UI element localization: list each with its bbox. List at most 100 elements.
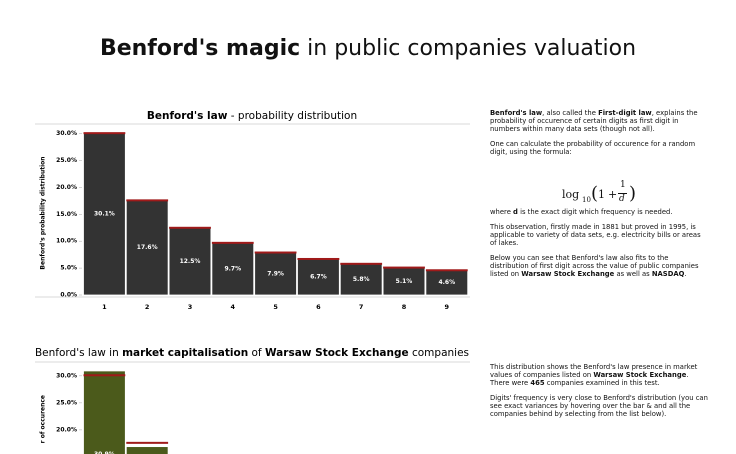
value-label: 9.7% bbox=[224, 265, 241, 272]
y-tick-label: 25.0% bbox=[56, 399, 77, 406]
x-tick-label: 2 bbox=[145, 303, 150, 311]
reference-mark bbox=[297, 257, 340, 260]
reference-mark bbox=[254, 251, 297, 254]
text-run: This observation, firstly made in 1881 b… bbox=[490, 223, 703, 247]
text-panel: This distribution shows the Benford's la… bbox=[490, 363, 708, 425]
reference-mark bbox=[83, 132, 126, 135]
y-tick-label: 20.0% bbox=[56, 184, 77, 191]
text-run: , explains the probability of occurence … bbox=[490, 109, 700, 133]
text-run: First-digit law bbox=[598, 109, 652, 117]
value-label: 5.8% bbox=[353, 276, 370, 283]
text-run: Below you can see that Benford's law als… bbox=[490, 254, 701, 278]
reference-mark bbox=[211, 241, 254, 244]
text-run: Benford's law bbox=[490, 109, 543, 117]
title-part: of bbox=[248, 347, 265, 359]
formula-plus: + bbox=[608, 188, 618, 201]
bar bbox=[382, 267, 426, 296]
value-label: 4.6% bbox=[438, 279, 455, 286]
text-panel: Benford's law, also called the First-dig… bbox=[490, 109, 708, 285]
y-tick-label: 15.0% bbox=[56, 211, 77, 218]
bar bbox=[168, 227, 212, 296]
y-tick-label: 20.0% bbox=[56, 426, 77, 433]
formula-paren: ( bbox=[591, 183, 599, 204]
paragraph: Below you can see that Benford's law als… bbox=[490, 254, 708, 278]
value-label: 7.9% bbox=[267, 270, 284, 277]
x-tick-label: 5 bbox=[273, 303, 278, 311]
formula-paren: ) bbox=[629, 183, 637, 204]
value-label: 6.7% bbox=[310, 273, 327, 280]
value-label: 30.1% bbox=[94, 211, 115, 218]
text-run: , also called the bbox=[542, 109, 599, 117]
y-tick-label: 10.0% bbox=[56, 238, 77, 245]
title-part: Benford's law in bbox=[35, 347, 122, 359]
page-title: Benford's magic in public companies valu… bbox=[0, 36, 736, 61]
y-tick-label: 25.0% bbox=[56, 157, 77, 164]
text-run: Digits' frequency is very close to Benfo… bbox=[490, 394, 711, 418]
formula-den: d bbox=[619, 194, 625, 204]
x-tick-label: 4 bbox=[231, 303, 236, 311]
y-axis-label: r of occurence bbox=[40, 395, 47, 443]
title-part: Warsaw Stock Exchange bbox=[265, 347, 409, 359]
text-run: d bbox=[513, 208, 518, 216]
text-run: Warsaw Stock Exchange bbox=[593, 371, 687, 379]
x-tick-label: 8 bbox=[402, 303, 407, 311]
x-tick-label: 3 bbox=[188, 303, 193, 311]
y-tick-label: 30.0% bbox=[56, 130, 77, 137]
reference-mark bbox=[126, 441, 169, 444]
x-tick-label: 6 bbox=[316, 303, 321, 311]
text-run: This distribution shows the Benford's la… bbox=[490, 363, 700, 379]
formula-one: 1 bbox=[598, 188, 605, 201]
paragraph: This observation, firstly made in 1881 b… bbox=[490, 223, 708, 247]
paragraph: This distribution shows the Benford's la… bbox=[490, 363, 708, 387]
text-run: where bbox=[490, 208, 514, 216]
y-tick-label: 5.0% bbox=[60, 265, 77, 272]
text-run: . There were bbox=[490, 371, 691, 387]
reference-mark bbox=[425, 269, 468, 272]
text-run: 465 bbox=[530, 379, 545, 387]
bar bbox=[254, 252, 297, 296]
title-part: companies bbox=[409, 347, 469, 359]
x-tick-label: 1 bbox=[102, 303, 107, 311]
reference-mark bbox=[169, 226, 211, 229]
text-run: NASDAQ bbox=[651, 270, 685, 278]
bar bbox=[211, 242, 255, 296]
x-tick-label: 9 bbox=[445, 303, 450, 311]
paragraph: One can calculate the probability of occ… bbox=[490, 140, 708, 156]
value-label: 5.1% bbox=[396, 278, 413, 285]
formula-fn: log bbox=[562, 188, 580, 201]
title-part: in public companies valuation bbox=[300, 36, 637, 61]
value-label: 30.9% bbox=[94, 451, 115, 454]
text-run: is the exact digit which frequency is ne… bbox=[517, 208, 673, 216]
paragraph: Benford's law, also called the First-dig… bbox=[490, 109, 708, 133]
bar bbox=[83, 370, 126, 454]
title-part: - probability distribution bbox=[227, 110, 357, 122]
y-tick-label: 0.0% bbox=[60, 292, 77, 299]
value-label: 17.6% bbox=[137, 244, 158, 251]
value-label: 12.5% bbox=[180, 258, 201, 265]
text-run: as well as bbox=[614, 270, 652, 278]
chart-title: Benford's law in market capitalisation o… bbox=[35, 347, 469, 359]
paragraph: where d is the exact digit which frequen… bbox=[490, 208, 708, 216]
text-run: One can calculate the probability of occ… bbox=[490, 140, 698, 156]
text-run: companies examined in this test. bbox=[544, 379, 660, 387]
bar bbox=[125, 199, 169, 296]
bar bbox=[339, 263, 383, 296]
formula-bar bbox=[618, 193, 627, 194]
y-axis-label: Benford's probability distribution bbox=[40, 156, 47, 269]
title-part: market capitalisation bbox=[122, 347, 248, 359]
title-part: Benford's law bbox=[147, 110, 228, 122]
reference-mark bbox=[340, 262, 383, 265]
reference-mark bbox=[83, 374, 126, 377]
formula-base: 10 bbox=[582, 196, 591, 204]
reference-mark bbox=[383, 266, 425, 269]
formula: log 10 ( 1 + 1 d ) bbox=[560, 180, 640, 210]
reference-mark bbox=[126, 199, 169, 202]
text-run: . bbox=[684, 270, 687, 278]
title-part: Benford's magic bbox=[99, 36, 301, 61]
formula-num: 1 bbox=[620, 180, 626, 190]
y-tick-label: 30.0% bbox=[56, 372, 77, 379]
text-run: Warsaw Stock Exchange bbox=[521, 270, 615, 278]
chart-title: Benford's law - probability distribution bbox=[147, 110, 357, 122]
